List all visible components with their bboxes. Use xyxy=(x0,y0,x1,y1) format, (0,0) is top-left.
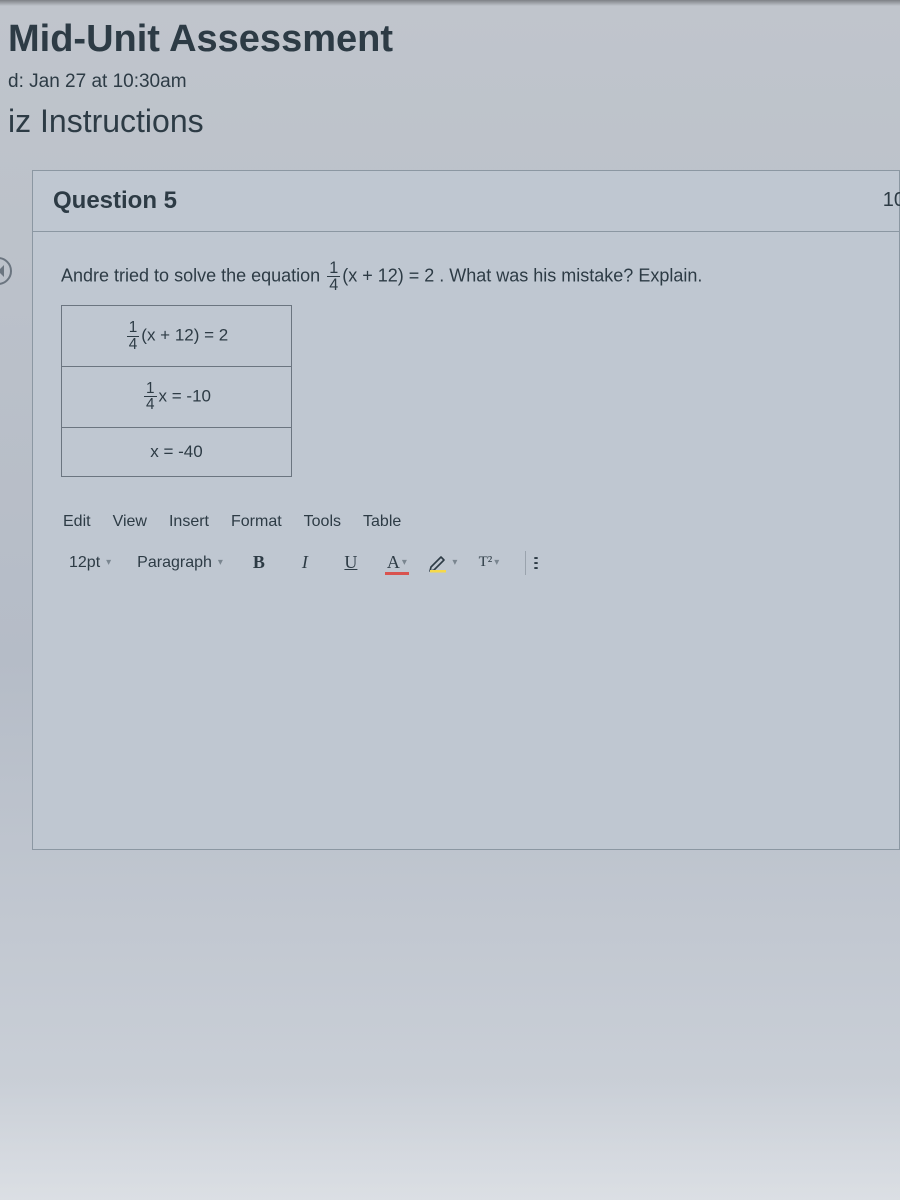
chevron-down-icon: ▾ xyxy=(218,557,223,568)
more-options-button[interactable] xyxy=(525,551,546,575)
fraction-icon: 1 4 xyxy=(127,320,140,352)
editor-toolbar: 12pt ▾ Paragraph ▾ B I U A ▾ xyxy=(61,543,871,583)
fraction-numerator: 1 xyxy=(327,260,340,277)
table-row: 1 4 (x + 12) = 2 xyxy=(62,306,292,367)
nav-marker-icon xyxy=(0,256,14,286)
fraction-icon: 1 4 xyxy=(327,260,340,293)
chevron-down-icon: ▾ xyxy=(452,557,457,568)
instructions-heading: iz Instructions xyxy=(8,103,900,140)
page-title: Mid-Unit Assessment xyxy=(8,18,900,61)
chevron-down-icon: ▾ xyxy=(494,557,499,568)
question-points: 10 xyxy=(883,189,900,212)
superscript-label: T² xyxy=(479,554,493,571)
text-color-letter: A xyxy=(387,552,400,573)
menu-format[interactable]: Format xyxy=(231,513,282,531)
prompt-text-pre: Andre tried to solve the equation xyxy=(61,265,325,285)
chevron-down-icon: ▾ xyxy=(106,557,111,568)
equation-text: (x + 12) = 2 xyxy=(141,326,228,345)
student-work-table: 1 4 (x + 12) = 2 1 4 x = -10 x = -40 xyxy=(61,305,292,476)
equation-text: x = -10 xyxy=(159,386,211,405)
text-color-button[interactable]: A ▾ xyxy=(381,549,413,577)
work-step-2: 1 4 x = -10 xyxy=(62,367,292,428)
bold-button[interactable]: B xyxy=(243,549,275,577)
chevron-down-icon: ▾ xyxy=(402,557,407,568)
table-row: x = -40 xyxy=(62,427,292,476)
decorative-edge xyxy=(0,0,900,6)
due-date: d: Jan 27 at 10:30am xyxy=(8,71,900,93)
fraction-denominator: 4 xyxy=(327,277,340,293)
menu-view[interactable]: View xyxy=(113,513,147,531)
paragraph-style-value: Paragraph xyxy=(137,554,212,572)
question-number: Question 5 xyxy=(53,187,177,215)
menu-table[interactable]: Table xyxy=(363,513,401,531)
question-prompt: Andre tried to solve the equation 1 4 (x… xyxy=(61,260,871,293)
fraction-numerator: 1 xyxy=(127,320,140,336)
paragraph-style-select[interactable]: Paragraph ▾ xyxy=(131,550,229,576)
fraction-icon: 1 4 xyxy=(144,381,157,413)
work-step-1: 1 4 (x + 12) = 2 xyxy=(62,306,292,367)
question-card: Question 5 10 Andre tried to solve the e… xyxy=(32,170,900,850)
highlight-button[interactable]: ▾ xyxy=(427,549,459,577)
editor-menubar: Edit View Insert Format Tools Table xyxy=(61,507,871,543)
fraction-denominator: 4 xyxy=(144,397,157,412)
menu-insert[interactable]: Insert xyxy=(169,513,209,531)
menu-edit[interactable]: Edit xyxy=(63,513,91,531)
fraction-denominator: 4 xyxy=(127,337,140,352)
font-size-value: 12pt xyxy=(69,554,100,572)
decorative-edge xyxy=(0,1080,900,1200)
font-size-select[interactable]: 12pt ▾ xyxy=(63,550,117,576)
question-body: Andre tried to solve the equation 1 4 (x… xyxy=(33,232,899,603)
superscript-button[interactable]: T² ▾ xyxy=(473,549,505,577)
table-row: 1 4 x = -10 xyxy=(62,367,292,428)
work-step-3: x = -40 xyxy=(62,427,292,476)
underline-button[interactable]: U xyxy=(335,549,367,577)
italic-button[interactable]: I xyxy=(289,549,321,577)
menu-tools[interactable]: Tools xyxy=(304,513,341,531)
question-header: Question 5 10 xyxy=(33,171,899,232)
fraction-numerator: 1 xyxy=(144,381,157,397)
prompt-text-post: (x + 12) = 2 . What was his mistake? Exp… xyxy=(342,265,702,285)
